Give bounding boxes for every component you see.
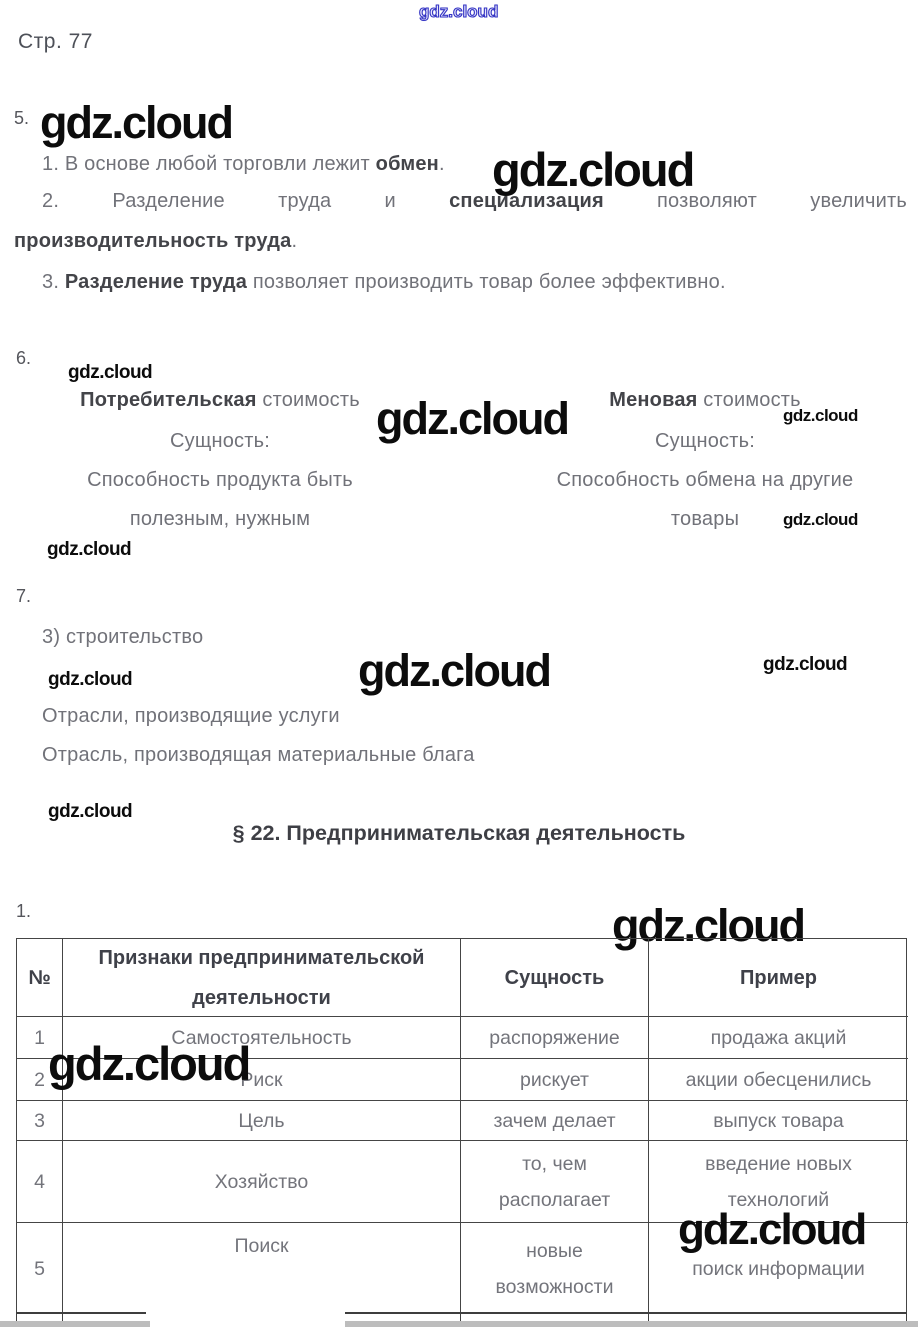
watermark-small: gdz.cloud	[783, 510, 858, 529]
watermark-small: gdz.cloud	[763, 654, 848, 675]
section6-left-subtitle: Сущность:	[169, 430, 270, 452]
table-cell: распоряжение	[461, 1017, 649, 1059]
border-stub	[648, 1313, 649, 1322]
table-cell: Поиск	[63, 1223, 461, 1314]
watermark-small: gdz.cloud	[783, 406, 858, 425]
section6-number: 6.	[16, 348, 32, 368]
section6-right-title: Меновая стоимость	[540, 389, 870, 412]
table-cell: поиск информации	[692, 1257, 865, 1280]
table-bottom-border-left	[16, 1312, 146, 1314]
table-cell: 2	[17, 1059, 63, 1101]
section5-item3-pre: 3.	[42, 271, 65, 293]
section5-item1: 1. В основе любой торговли лежит обмен.	[42, 153, 445, 176]
section5-item1-text: 1. В основе любой торговли лежит	[42, 153, 376, 175]
border-stub	[62, 1313, 63, 1322]
chapter-heading: § 22. Предпринимательская деятельность	[232, 821, 686, 845]
table-header-num: №	[17, 939, 63, 1017]
section7-item3: Отрасль, производящая материальные блага	[42, 744, 475, 766]
watermark-large: gdz.cloud	[612, 900, 806, 951]
section6-left-title: Потребительская стоимость	[40, 389, 400, 412]
watermark-small: gdz.cloud	[48, 801, 133, 822]
word: 2.	[42, 190, 60, 212]
watermark-large: gdz.cloud	[492, 143, 695, 196]
section5-item1-post: .	[438, 153, 445, 175]
table-cell: зачем делает	[461, 1101, 649, 1141]
section6-left-line2: полезным, нужным	[129, 508, 311, 530]
table-cell: Риск	[63, 1059, 461, 1101]
table-cell: Цель	[63, 1101, 461, 1141]
section5-item3: 3. Разделение труда позволяет производит…	[42, 271, 726, 294]
section7-number: 7.	[16, 586, 32, 606]
word: труда	[278, 190, 332, 212]
section6-right-line2: товары	[670, 508, 740, 530]
word: Разделение	[112, 190, 225, 212]
section6-left-line1: Способность продукта быть	[87, 469, 353, 491]
table-cell: выпуск товара	[649, 1101, 908, 1141]
watermark-large: gdz.cloud	[678, 1205, 867, 1254]
business-activity-table: № Признаки предпринимательской деятельно…	[16, 938, 908, 1314]
section6-right-subtitle: Сущность:	[654, 430, 755, 452]
section5-item2-post: .	[291, 230, 298, 252]
section6-right-title-bold: Меновая	[609, 389, 698, 411]
border-stub	[460, 1313, 461, 1322]
page-number-label: Стр. 77	[18, 30, 93, 53]
table-cell: акции обесценились	[649, 1059, 908, 1101]
section6-left-title-bold: Потребительская	[80, 389, 257, 411]
table-cell: то, чем располагает	[461, 1141, 649, 1223]
table-cell: продажа акций	[649, 1017, 908, 1059]
table-cell: 5	[17, 1223, 63, 1314]
word-bold: специализация	[449, 190, 604, 212]
word: увеличить	[810, 190, 907, 212]
page-edge-shadow	[0, 1321, 150, 1327]
table-cell: Хозяйство	[63, 1141, 461, 1223]
table-cell: рискует	[461, 1059, 649, 1101]
watermark-large: gdz.cloud	[48, 1037, 251, 1090]
watermark-large: gdz.cloud	[376, 393, 570, 444]
table-cell: 3	[17, 1101, 63, 1141]
table-header-example: Пример	[649, 939, 908, 1017]
table-cell: 1	[17, 1017, 63, 1059]
section5-item2-line1: 2. Разделение труда и специализация позв…	[42, 190, 907, 213]
border-stub	[906, 1313, 907, 1322]
word: позволяют	[657, 190, 758, 212]
watermark-blue: gdz.cloud	[418, 1, 499, 21]
table-cell: введение новых технологий	[649, 1141, 908, 1223]
section5-item1-bold: обмен	[375, 153, 439, 175]
table-header-signs: Признаки предпринимательской деятельност…	[63, 939, 461, 1017]
table-cell: Самостоятельность	[63, 1017, 461, 1059]
watermark-small: gdz.cloud	[68, 362, 153, 383]
section5-item3-bold: Разделение труда	[64, 271, 248, 293]
table-bottom-border-right	[345, 1312, 907, 1314]
watermark-large: gdz.cloud	[40, 97, 234, 148]
table-cell: 4	[17, 1141, 63, 1223]
section7-item2: Отрасли, производящие услуги	[42, 705, 340, 727]
watermark-small: gdz.cloud	[47, 539, 132, 560]
page-edge-shadow	[345, 1321, 918, 1327]
section6-left-title-rest: стоимость	[256, 389, 360, 411]
table-header-essence: Сущность	[461, 939, 649, 1017]
section5-item3-post: позволяет производить товар более эффект…	[247, 271, 726, 293]
section1-number: 1.	[16, 901, 32, 921]
watermark-small: gdz.cloud	[48, 669, 133, 690]
section5-item2-line2: производительность труда.	[14, 230, 297, 253]
section6-right-title-rest: стоимость	[697, 389, 801, 411]
border-stub	[16, 1313, 17, 1322]
section6-right-line1: Способность обмена на другие	[556, 469, 854, 491]
table-cell: новые возможности	[461, 1223, 649, 1314]
section7-item1: 3) строительство	[42, 626, 204, 648]
section5-number: 5.	[14, 108, 30, 128]
section5-item2-bold: производительность труда	[14, 230, 292, 252]
word: и	[384, 190, 396, 212]
watermark-large: gdz.cloud	[358, 645, 552, 696]
